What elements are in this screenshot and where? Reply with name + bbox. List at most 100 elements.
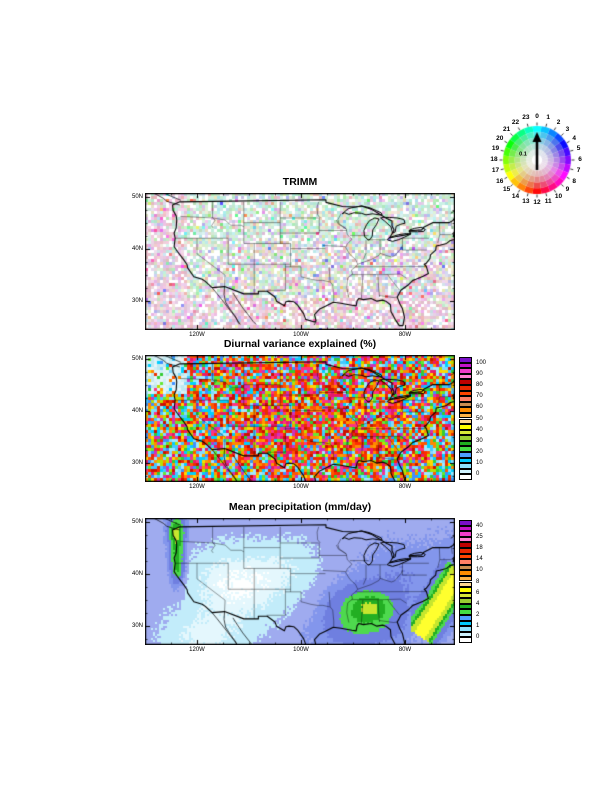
wheel-hour-label: 11 xyxy=(544,197,552,205)
colorbar-box xyxy=(459,564,472,571)
wheel-hour-label: 3 xyxy=(565,125,570,133)
variance-map-canvas xyxy=(145,355,455,482)
lat-tick-label: 40N xyxy=(131,570,143,577)
wheel-hour-label: 16 xyxy=(496,177,504,185)
precip-map-canvas xyxy=(145,518,455,645)
lon-tick-label: 100W xyxy=(293,332,309,338)
colorbar-box xyxy=(459,575,472,582)
lon-tick-label: 80W xyxy=(398,332,412,338)
colorbar-box xyxy=(459,581,472,588)
colorbar-tick-label: 18 xyxy=(476,544,483,551)
colorbar-box xyxy=(459,452,472,458)
colorbar-tick-label: 14 xyxy=(476,556,483,563)
lon-tick-label: 120W xyxy=(189,647,205,653)
colorbar-box xyxy=(459,620,472,627)
colorbar-box xyxy=(459,587,472,593)
colorbar-box xyxy=(459,637,472,643)
wheel-hour-label: 17 xyxy=(491,166,500,174)
lat-tick-label: 30N xyxy=(131,459,143,466)
lat-tick-label: 30N xyxy=(131,622,143,629)
colorbar-box xyxy=(459,373,472,380)
wheel-hour-label: 4 xyxy=(572,134,577,142)
colorbar-box xyxy=(459,520,472,526)
colorbar-tick-label: 10 xyxy=(476,460,483,467)
lat-tick-label: 40N xyxy=(131,407,143,414)
lat-tick-label: 50N xyxy=(131,355,143,362)
lon-tick-label: 100W xyxy=(293,484,309,490)
colorbar-box xyxy=(459,463,472,469)
lat-tick-label: 40N xyxy=(131,245,143,252)
colorbar-box xyxy=(459,536,472,543)
colorbar-tick-label: 30 xyxy=(476,437,483,444)
colorbar-box xyxy=(459,429,472,436)
wheel-hour-label: 10 xyxy=(554,192,563,200)
colorbar-box xyxy=(459,384,472,391)
wheel-hour-label: 12 xyxy=(533,198,541,206)
wheel-hour-label: 9 xyxy=(565,186,570,194)
colorbar-box xyxy=(459,592,472,599)
colorbar-tick-label: 0 xyxy=(476,634,480,641)
colorbar-box xyxy=(459,559,472,565)
colorbar-box xyxy=(459,542,472,548)
panel-title-variance: Diurnal variance explained (%) xyxy=(223,338,377,350)
colorbar-box xyxy=(459,474,472,480)
colorbar-tick-label: 80 xyxy=(476,381,483,388)
wheel-hour-label: 1 xyxy=(546,114,550,122)
colorbar-tick-label: 40 xyxy=(476,426,483,433)
colorbar-box xyxy=(459,631,472,638)
colorbar-box xyxy=(459,440,472,447)
colorbar-box xyxy=(459,547,472,554)
colorbar-tick-label: 20 xyxy=(476,449,483,456)
wheel-hour-label: 23 xyxy=(522,114,530,122)
colorbar-box xyxy=(459,446,472,453)
colorbar-tick-label: 90 xyxy=(476,370,483,377)
colorbar-tick-label: 0 xyxy=(476,471,480,478)
lon-tick-label: 120W xyxy=(189,484,205,490)
colorbar-box xyxy=(459,603,472,610)
wheel-hour-label: 14 xyxy=(511,192,520,200)
colorbar-tick-label: 100 xyxy=(476,359,487,366)
colorbar-box xyxy=(459,407,472,413)
panel-title-precip: Mean precipitation (mm/day) xyxy=(228,501,372,513)
colorbar-box xyxy=(459,362,472,369)
colorbar-tick-label: 4 xyxy=(476,600,480,607)
wheel-hour-label: 22 xyxy=(511,118,520,126)
colorbar-box xyxy=(459,424,472,430)
colorbar-tick-label: 50 xyxy=(476,415,483,422)
wheel-hour-label: 8 xyxy=(572,177,577,185)
colorbar-tick-label: 8 xyxy=(476,578,480,585)
wheel-hour-label: 0 xyxy=(535,112,539,120)
colorbar-box xyxy=(459,531,472,537)
lon-tick-label: 80W xyxy=(398,484,412,490)
wheel-hour-label: 20 xyxy=(496,134,504,142)
colorbar-box xyxy=(459,401,472,408)
wheel-hour-label: 19 xyxy=(491,144,500,152)
lon-tick-label: 100W xyxy=(293,647,309,653)
wheel-hour-label: 2 xyxy=(556,118,561,126)
colorbar-box xyxy=(459,412,472,419)
wheel-amplitude-label: 0.1 xyxy=(519,151,527,158)
wheel-hour-label: 7 xyxy=(576,166,581,174)
panel-title-trmm: TRIMM xyxy=(282,176,318,188)
colorbar-tick-label: 25 xyxy=(476,533,483,540)
colorbar-box xyxy=(459,615,472,621)
colorbar-box xyxy=(459,609,472,616)
lat-tick-label: 50N xyxy=(131,518,143,525)
colorbar-tick-label: 6 xyxy=(476,589,480,596)
wheel-hour-label: 18 xyxy=(490,155,498,163)
colorbar-box xyxy=(459,435,472,441)
colorbar-box xyxy=(459,570,472,576)
lat-tick-label: 50N xyxy=(131,193,143,200)
colorbar-tick-label: 10 xyxy=(476,567,483,574)
color-wheel-canvas xyxy=(487,112,587,212)
wheel-hour-label: 5 xyxy=(576,144,581,152)
wheel-hour-label: 21 xyxy=(502,125,511,133)
lon-tick-label: 120W xyxy=(189,332,205,338)
colorbar-tick-label: 2 xyxy=(476,612,480,619)
colorbar-box xyxy=(459,379,472,385)
colorbar-box xyxy=(459,525,472,532)
lon-tick-label: 80W xyxy=(398,647,412,653)
colorbar-box xyxy=(459,598,472,604)
colorbar-box xyxy=(459,553,472,560)
